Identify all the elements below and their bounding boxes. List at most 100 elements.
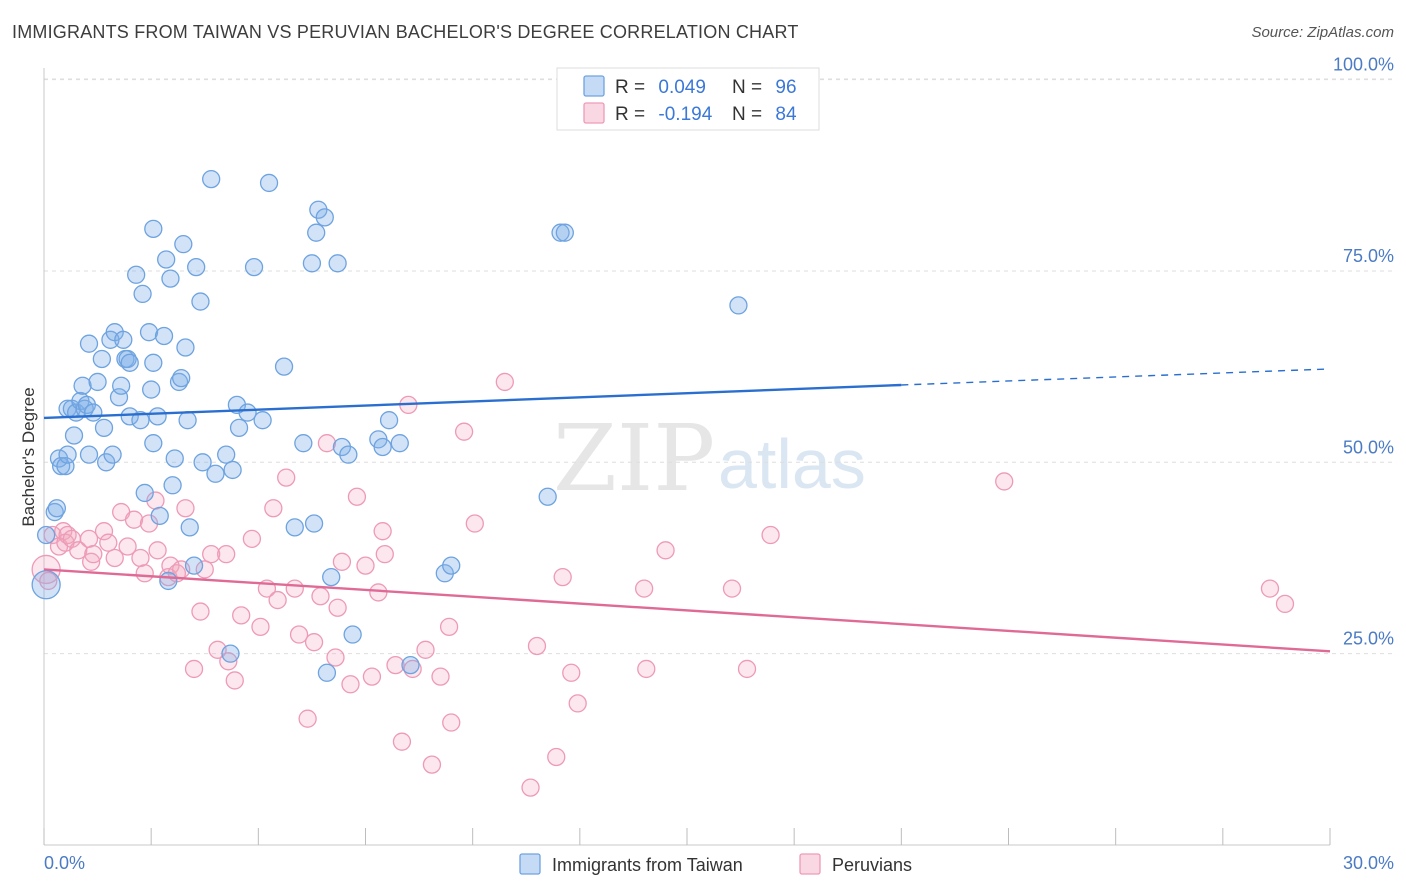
bottom-legend-swatch-taiwan — [519, 853, 541, 875]
peruvian-point-37 — [242, 529, 262, 548]
peruvian-point-64 — [422, 755, 442, 774]
y-tick-label-50: 50.0% — [1343, 437, 1394, 457]
taiwan-point-21 — [94, 418, 114, 438]
peruvian-point-19 — [135, 564, 154, 583]
taiwan-point-34 — [131, 411, 150, 430]
taiwan-point-79 — [322, 567, 341, 587]
taiwan-point-47 — [163, 476, 182, 495]
legend-r-value-peruvians: -0.194 — [658, 104, 712, 125]
peruvian-point-38 — [251, 617, 270, 637]
taiwan-point-85 — [373, 437, 392, 457]
y-axis-label: Bachelor's Degree — [19, 387, 38, 526]
taiwan-point-63 — [223, 460, 242, 480]
peruvian-point-54 — [356, 556, 375, 575]
taiwan-point-91 — [538, 487, 557, 506]
peruvian-point-73 — [547, 747, 566, 767]
taiwan-point-46 — [161, 269, 180, 288]
peruvian-point-70 — [495, 372, 514, 392]
taiwan-point-78 — [317, 663, 337, 682]
taiwan-point-75 — [307, 223, 326, 242]
taiwan-point-41 — [148, 407, 167, 426]
y-tick-labels: 25.0% 50.0% 75.0% 100.0% — [1333, 55, 1394, 649]
peruvian-point-12 — [94, 522, 114, 541]
bottom-legend-swatch-peruvians — [799, 853, 821, 875]
peruvian-point-51 — [332, 552, 352, 571]
legend-r-label-peruvians: R = — [615, 104, 645, 125]
peruvian-point-68 — [454, 422, 474, 441]
peruvian-point-56 — [369, 583, 388, 602]
peruvian-point-74 — [553, 567, 572, 587]
peruvian-point-53 — [347, 487, 367, 506]
taiwan-point-61 — [217, 445, 236, 464]
peruvian-point-8 — [69, 541, 88, 560]
peruvian-point-45 — [298, 709, 317, 728]
taiwan-point-67 — [244, 257, 264, 277]
scatter-points — [31, 169, 1295, 797]
gridlines — [44, 78, 1394, 655]
taiwan-point-65 — [229, 418, 249, 438]
trend-lines — [43, 368, 1331, 653]
taiwan-point-86 — [379, 411, 399, 430]
taiwan-point-50 — [172, 368, 191, 388]
legend-n-label-taiwan: N = — [732, 77, 762, 98]
peruvian-point-49 — [326, 648, 345, 667]
watermark-atlas: atlas — [718, 425, 866, 503]
source-note: Source: ZipAtlas.com — [1251, 24, 1394, 41]
bottom-legend-label-taiwan: Immigrants from Taiwan — [552, 855, 743, 875]
taiwan-point-17 — [79, 334, 99, 353]
taiwan-point-10 — [64, 426, 84, 445]
y-tick-label-25: 25.0% — [1343, 629, 1394, 649]
taiwan-point-28 — [114, 330, 133, 349]
taiwan-point-66 — [238, 403, 257, 422]
taiwan-point-26 — [109, 388, 129, 407]
taiwan-point-71 — [285, 518, 304, 537]
taiwan-point-58 — [193, 453, 212, 472]
taiwan-point-44 — [157, 250, 176, 269]
taiwan-point-93 — [555, 223, 574, 242]
peruvian-point-75 — [562, 663, 581, 682]
taiwan-point-68 — [253, 411, 272, 430]
peruvian-point-81 — [737, 659, 757, 679]
peruvian-point-78 — [637, 659, 656, 679]
taiwan-point-18 — [84, 403, 103, 422]
peruvian-point-27 — [176, 499, 195, 518]
legend-n-value-peruvians: 84 — [775, 104, 797, 125]
peruvian-point-69 — [465, 514, 484, 533]
peruvian-point-67 — [442, 713, 461, 732]
taiwan-point-69 — [259, 173, 279, 193]
taiwan-point-87 — [390, 434, 409, 453]
stats-legend: R = 0.049 N = 96 R = -0.194 N = 84 — [556, 67, 820, 131]
taiwan-point-45 — [159, 571, 178, 591]
peruvian-point-46 — [304, 633, 324, 652]
peruvian-point-66 — [439, 617, 459, 637]
taiwan-point-36 — [135, 483, 154, 503]
taiwan-point-54 — [180, 518, 199, 537]
taiwan-point-40 — [144, 434, 163, 453]
peruvian-point-40 — [264, 499, 283, 518]
taiwan-point-0 — [31, 570, 61, 600]
taiwan-point-56 — [187, 257, 206, 277]
taiwan-point-52 — [176, 338, 195, 357]
peruvian-point-57 — [373, 522, 392, 541]
legend-n-label-peruvians: N = — [732, 104, 762, 125]
taiwan-point-16 — [79, 445, 99, 464]
taiwan-point-59 — [202, 169, 221, 189]
taiwan-point-3 — [47, 499, 67, 518]
taiwan-point-37 — [139, 323, 159, 342]
legend-n-value-taiwan: 96 — [775, 77, 796, 98]
taiwan-point-32 — [120, 407, 139, 426]
taiwan-point-77 — [315, 208, 334, 227]
peruvian-point-16 — [118, 537, 137, 556]
peruvian-point-55 — [362, 667, 382, 686]
svg-text:N = 96: N = 96 — [732, 77, 797, 98]
taiwan-point-88 — [401, 655, 420, 675]
x-tick-marks — [43, 828, 1331, 845]
peruvian-point-43 — [285, 579, 304, 598]
peruvian-point-42 — [277, 468, 296, 487]
peruvian-point-17 — [124, 510, 144, 529]
peruvian-point-71 — [521, 778, 540, 797]
peruvian-point-82 — [761, 525, 780, 545]
x-tick-label-max: 30.0% — [1343, 853, 1394, 873]
legend-r-label-taiwan: R = — [615, 77, 645, 98]
